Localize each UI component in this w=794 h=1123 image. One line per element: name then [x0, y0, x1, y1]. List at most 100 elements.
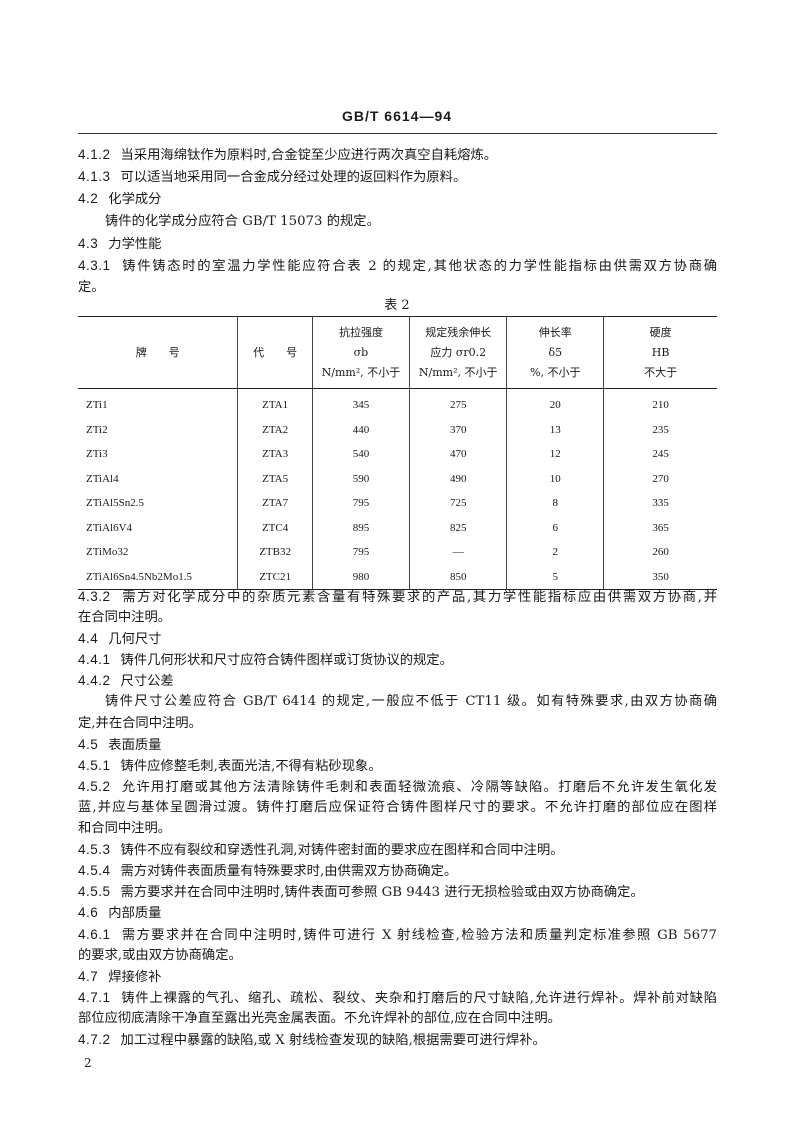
column-header-line: 硬度 [649, 325, 672, 339]
table-cell: 825 [409, 515, 507, 540]
column-header-line: %, 不小于 [530, 365, 581, 379]
clause: 4.7.2 加工过程中暴露的缺陷,或 X 射线检查发现的缺陷,根据需要可进行焊补。 [78, 1029, 717, 1050]
table-cell: ZTi3 [86, 448, 108, 461]
table-cell: 795 [311, 540, 410, 565]
table-cell: ZTi1 [86, 399, 108, 412]
clause-text: 铸件的化学成分应符合 GB/T 15073 的规定。 [105, 213, 380, 229]
table-cell: 725 [409, 491, 507, 516]
table-cell: 490 [409, 466, 507, 491]
table-cell: 245 [603, 442, 717, 467]
clause-line: 4.4 几何尺寸 [78, 628, 717, 649]
column-header-line: δ5 [548, 345, 563, 359]
clause-text: 铸件尺寸公差应符合 GB/T 6414 的规定,一般应不低于 CT11 级。如有… [105, 694, 717, 710]
table-caption: 表 2 [384, 298, 410, 313]
clause-number: 4.3.1 [78, 257, 111, 273]
mechanical-properties-table: 牌 号代 号抗拉强度 σb N/mm², 不小于 规定残余伸长 应力 σr0.2 N/mm… [78, 316, 717, 590]
clause-line: 和合同中注明。 [78, 818, 717, 839]
upper-section: 4.1.2 当采用海绵钛作为原料时,合金锭至少应进行两次真空自耗熔炼。 4.1.3 可… [78, 144, 717, 299]
column-header-line: N/mm², 不小于 [418, 365, 498, 379]
table-cell: 2 [506, 540, 604, 565]
column-header-line: 牌 号 [135, 345, 180, 359]
clause-line: 4.6.1 需方要求并在合同中注明时,铸件可进行 X 射线检查,检验方法和质量判定… [78, 924, 717, 945]
clause-line: 4.5.3 铸件不应有裂纹和穿透性孔洞,对铸件密封面的要求应在图样和合同中注明。 [78, 839, 717, 860]
clause-text: 和合同中注明。 [78, 821, 172, 837]
table-cell: ZTB32 [237, 540, 313, 565]
clause-number: 4.7 [78, 968, 99, 984]
clause-text: 需方对铸件表面质量有特殊要求时,由供需双方协商确定。 [120, 864, 458, 880]
clause-line: 4.4.2 尺寸公差 [78, 670, 717, 691]
clause: 4.6 内部质量 [78, 902, 717, 923]
clause-number: 4.5.2 [78, 778, 111, 794]
clause-number: 4.4.2 [78, 673, 111, 689]
table-cell: 5 [506, 564, 604, 590]
clause-line: 定,并在合同中注明。 [78, 713, 717, 734]
clause-number: 4.7.2 [78, 1031, 111, 1047]
table-header-row: 牌 号代 号抗拉强度 σb N/mm², 不小于 规定残余伸长 应力 σr0.2 N/mm… [78, 316, 717, 389]
clause-number: 4.5 [78, 736, 99, 752]
table-cell: ZTA1 [237, 388, 313, 418]
clause-line: 铸件尺寸公差应符合 GB/T 6414 的规定,一般应不低于 CT11 级。如有… [78, 691, 717, 712]
clause-text: 铸件不应有裂纹和穿透性孔洞,对铸件密封面的要求应在图样和合同中注明。 [120, 843, 564, 859]
page-number: 2 [84, 1056, 92, 1070]
clause-text: 焊接修补 [108, 969, 162, 985]
clause-line: 4.5.5 需方要求并在合同中注明时,铸件表面可参照 GB 9443 进行无损检验… [78, 881, 717, 902]
clause-line: 4.5.4 需方对铸件表面质量有特殊要求时,由供需双方协商确定。 [78, 860, 717, 881]
clause-text: 需方要求并在合同中注明时,铸件表面可参照 GB 9443 进行无损检验或由双方协… [120, 885, 644, 901]
clause: 4.3.1 铸件铸态时的室温力学性能应符合表 2 的规定,其他状态的力学性能指标由… [78, 255, 717, 299]
column-header: 牌 号 [78, 316, 238, 389]
table-cell: 850 [409, 564, 507, 590]
table-cell: 350 [603, 564, 717, 590]
table-cell: 370 [409, 417, 507, 442]
clause-line: 4.4.1 铸件几何形状和尺寸应符合铸件图样或订货协议的规定。 [78, 649, 717, 670]
clause-line: 4.5.1 铸件应修整毛刺,表面光洁,不得有粘砂现象。 [78, 755, 717, 776]
table-cell: 8 [506, 491, 604, 516]
table-row: ZTi3 ZTA3 540 470 12 245 [78, 442, 717, 467]
clause: 4.4.1 铸件几何形状和尺寸应符合铸件图样或订货协议的规定。 [78, 649, 717, 670]
clause-text: 铸件应修整毛刺,表面光洁,不得有粘砂现象。 [120, 758, 382, 774]
table-cell: ZTC21 [237, 564, 313, 590]
table-cell: 440 [311, 417, 410, 442]
table-row: ZTiAl4 ZTA5 590 490 10 270 [78, 466, 717, 491]
document-header: GB/T 6614—94 [341, 108, 453, 124]
table-row: ZTiMo32 ZTB32 795—2 260 [78, 540, 717, 565]
clause-line: 4.7.1 铸件上裸露的气孔、缩孔、疏松、裂纹、夹杂和打磨后的尺寸缺陷,允许进行焊… [78, 987, 717, 1008]
clause-text: 加工过程中暴露的缺陷,或 X 射线检查发现的缺陷,根据需要可进行焊补。 [120, 1032, 546, 1048]
table-cell: 6 [506, 515, 604, 540]
clause-text: 部位应彻底清除干净直至露出光亮金属表面。不允许焊补的部位,应在合同中注明。 [78, 1010, 561, 1026]
clause-number: 4.1.2 [78, 147, 111, 162]
clause-line: 4.6 内部质量 [78, 902, 717, 923]
column-header-line: 代 号 [253, 345, 298, 359]
clause-text: 铸件几何形状和尺寸应符合铸件图样或订货协议的规定。 [120, 653, 453, 669]
clause-line: 4.3 力学性能 [78, 233, 717, 255]
clause-number: 4.5.4 [78, 863, 111, 879]
clause-line: 铸件的化学成分应符合 GB/T 15073 的规定。 [78, 211, 717, 233]
clause: 铸件的化学成分应符合 GB/T 15073 的规定。 [78, 211, 717, 233]
clause-number: 4.7.1 [78, 989, 111, 1005]
clause-line: 部位应彻底清除干净直至露出光亮金属表面。不允许焊补的部位,应在合同中注明。 [78, 1008, 717, 1029]
clause-text: 在合同中注明。 [78, 610, 172, 626]
clause: 4.3.2 需方对化学成分中的杂质元素含量有特殊要求的产品,其力学性能指标应由供需… [78, 586, 717, 628]
clause: 4.5.5 需方要求并在合同中注明时,铸件表面可参照 GB 9443 进行无损检验… [78, 881, 717, 902]
table-cell: 275 [409, 388, 507, 418]
clause: 4.6.1 需方要求并在合同中注明时,铸件可进行 X 射线检查,检验方法和质量判定… [78, 924, 717, 966]
clause-number: 4.4 [78, 631, 99, 647]
column-header-line: 伸长率 [538, 325, 572, 339]
table-cell: ZTA7 [237, 491, 313, 516]
clause: 4.5 表面质量 [78, 734, 717, 755]
table-cell: ZTiAl6V4 [86, 521, 133, 534]
column-header-line: σb [353, 345, 369, 359]
clause-number: 4.1.3 [78, 169, 111, 185]
header-rule [78, 133, 717, 134]
table-cell: 235 [603, 417, 717, 442]
clause: 4.5.2 允许用打磨或其他方法清除铸件毛刺和表面轻微流痕、冷隔等缺陷。打磨后不允… [78, 776, 717, 839]
clause: 4.1.3 可以适当地采用同一合金成分经过处理的返回料作为原料。 [78, 166, 717, 188]
table-cell: ZTiMo32 [86, 546, 129, 559]
column-header-line: N/mm², 不小于 [321, 365, 401, 379]
clause-text: 需方要求并在合同中注明时,铸件可进行 X 射线检查,检验方法和质量判定标准参照 … [120, 927, 717, 943]
clause-line: 4.5 表面质量 [78, 734, 717, 755]
table-cell: ZTiAl4 [86, 472, 119, 485]
clause-text: 几何尺寸 [108, 632, 162, 648]
column-header: 代 号 [237, 316, 313, 389]
table-cell: 210 [603, 388, 717, 418]
table-row: ZTiAl5Sn2.5 ZTA7 795 725 8 335 [78, 491, 717, 516]
